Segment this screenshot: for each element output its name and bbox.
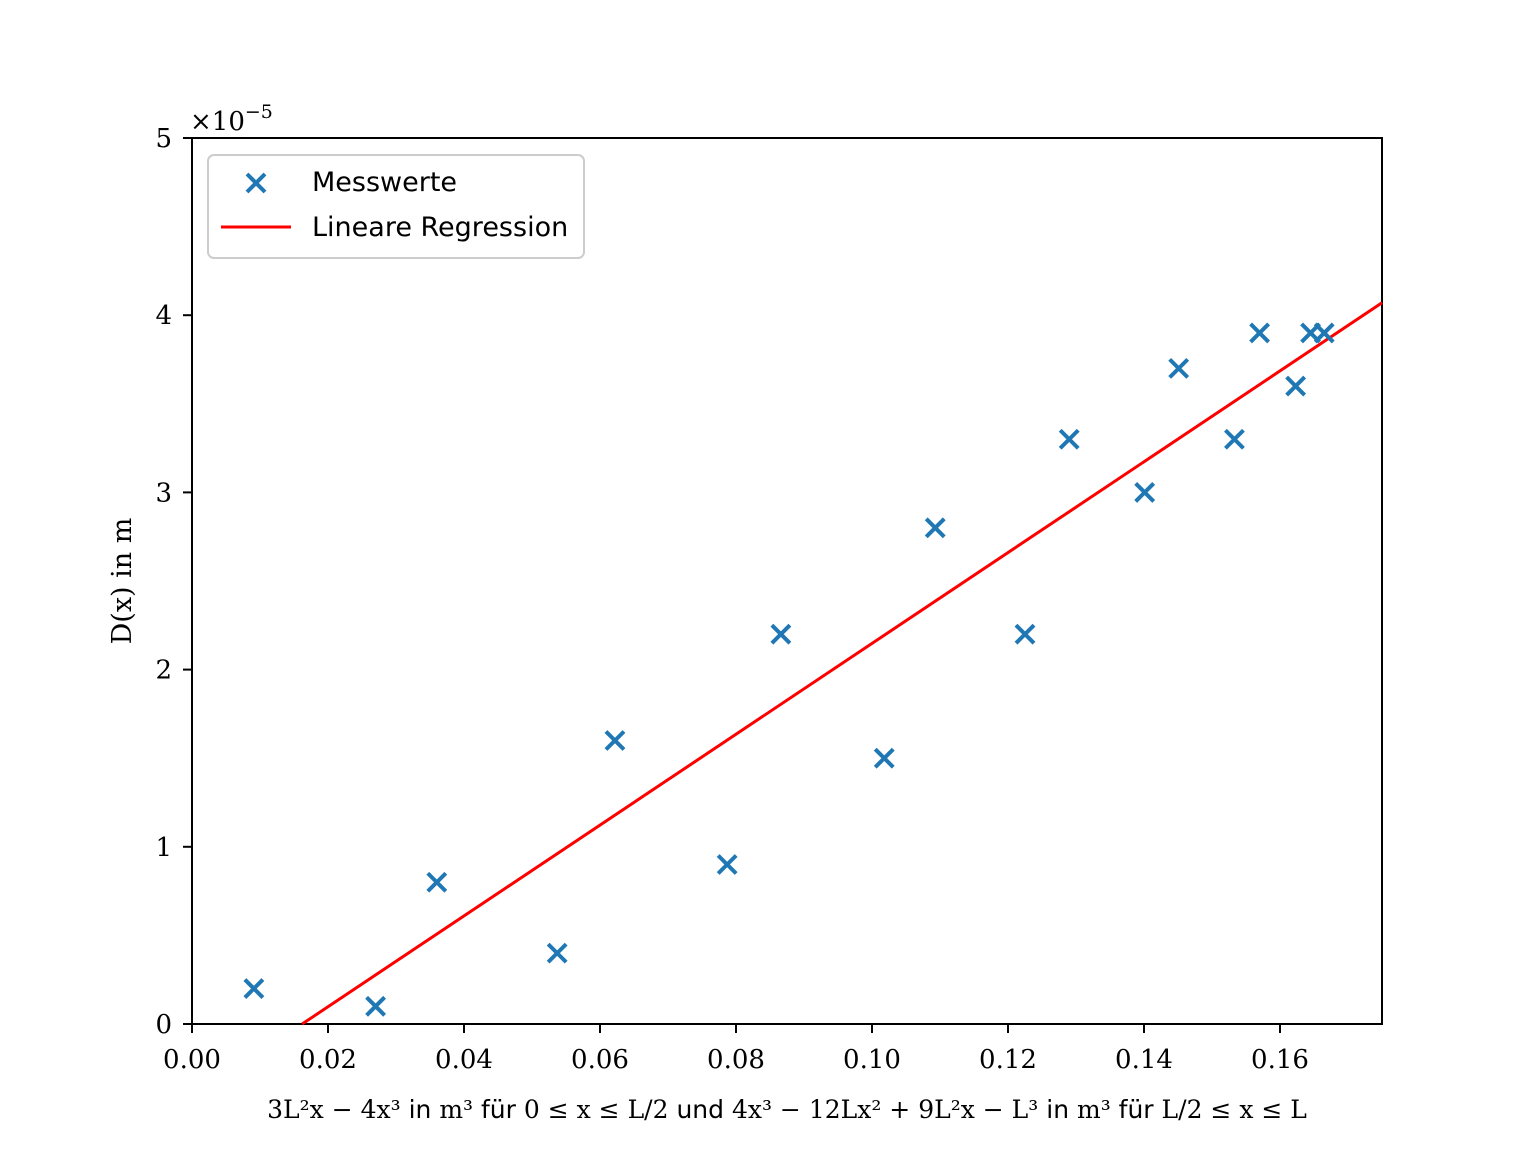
regression-line-group xyxy=(301,301,1383,1026)
y-axis-ticks: 0 1 2 3 4 5 xyxy=(155,124,192,1040)
data-point xyxy=(1014,623,1036,645)
axes-frame xyxy=(191,137,1383,1025)
x-label-part-9: in xyxy=(1038,1095,1077,1124)
plot-area xyxy=(191,137,1383,1025)
x-label-part-13: ≤ x ≤ L xyxy=(1202,1095,1306,1124)
data-point xyxy=(770,623,792,645)
y-axis-label: D(x) in m xyxy=(107,518,138,645)
x-tick-label: 0.02 xyxy=(299,1045,357,1075)
data-point xyxy=(924,517,946,539)
x-axis-ticks: 0.00 0.02 0.04 0.06 0.08 0.10 0.12 0.14 0.16 xyxy=(163,1024,1309,1075)
x-label-part-7: und xyxy=(669,1095,732,1124)
x-label-part-5: 0 ≤ x ≤ xyxy=(524,1095,628,1124)
scatter-markers xyxy=(243,322,1335,1017)
data-point xyxy=(1285,375,1307,397)
x-tick-label: 0.10 xyxy=(843,1045,901,1075)
x-axis-label: 3L²x − 4x³ in m³ für 0 ≤ x ≤ L/2 und 4x³… xyxy=(267,1095,1307,1124)
data-point xyxy=(604,730,626,751)
legend: Messwerte Lineare Regression xyxy=(207,154,585,259)
data-point xyxy=(243,978,265,999)
data-point xyxy=(1168,357,1190,379)
y-tick-label: 0 xyxy=(155,1010,172,1040)
x-tick-label: 0.04 xyxy=(435,1045,493,1075)
x-label-part-6: L/2 xyxy=(628,1095,669,1124)
data-point xyxy=(1313,322,1335,344)
x-label-part-3: m³ xyxy=(439,1095,473,1124)
data-point xyxy=(546,942,568,964)
data-point xyxy=(1249,322,1271,344)
y-offset-label: ×10−5 xyxy=(190,101,273,137)
legend-box xyxy=(207,154,585,259)
data-point xyxy=(1134,481,1156,503)
x-tick-label: 0.00 xyxy=(163,1045,221,1075)
data-point xyxy=(426,871,448,893)
x-label-part-4: für xyxy=(473,1095,524,1124)
y-tick-label: 3 xyxy=(155,478,172,508)
data-point xyxy=(365,995,387,1017)
y-tick-label: 1 xyxy=(155,833,172,863)
x-label-part-10: m³ xyxy=(1077,1095,1111,1124)
y-tick-label: 5 xyxy=(155,124,172,154)
data-point xyxy=(1224,428,1245,450)
x-label-part-8: 4x³ − 12Lx² + 9L²x − L³ xyxy=(732,1095,1038,1124)
data-point xyxy=(873,747,895,769)
legend-label-messwerte: Messwerte xyxy=(312,167,457,198)
y-tick-label: 4 xyxy=(155,301,172,331)
x-tick-label: 0.12 xyxy=(979,1045,1037,1075)
legend-marker-messwerte xyxy=(245,172,267,194)
x-label-part-2: in xyxy=(401,1095,440,1124)
x-label-part-1: 3L²x − 4x³ xyxy=(267,1095,401,1124)
x-tick-label: 0.08 xyxy=(707,1045,765,1075)
x-label-part-12: L/2 xyxy=(1162,1095,1203,1124)
data-point xyxy=(716,854,738,875)
x-tick-label: 0.16 xyxy=(1251,1045,1309,1075)
y-tick-label: 2 xyxy=(155,656,172,686)
y-offset-exponent: −5 xyxy=(245,101,273,123)
data-point xyxy=(1058,428,1080,450)
legend-label-regression: Lineare Regression xyxy=(312,212,568,243)
x-label-part-11: für xyxy=(1111,1095,1162,1124)
regression-line xyxy=(301,301,1383,1026)
x-tick-label: 0.06 xyxy=(571,1045,629,1075)
x-tick-label: 0.14 xyxy=(1115,1045,1173,1075)
